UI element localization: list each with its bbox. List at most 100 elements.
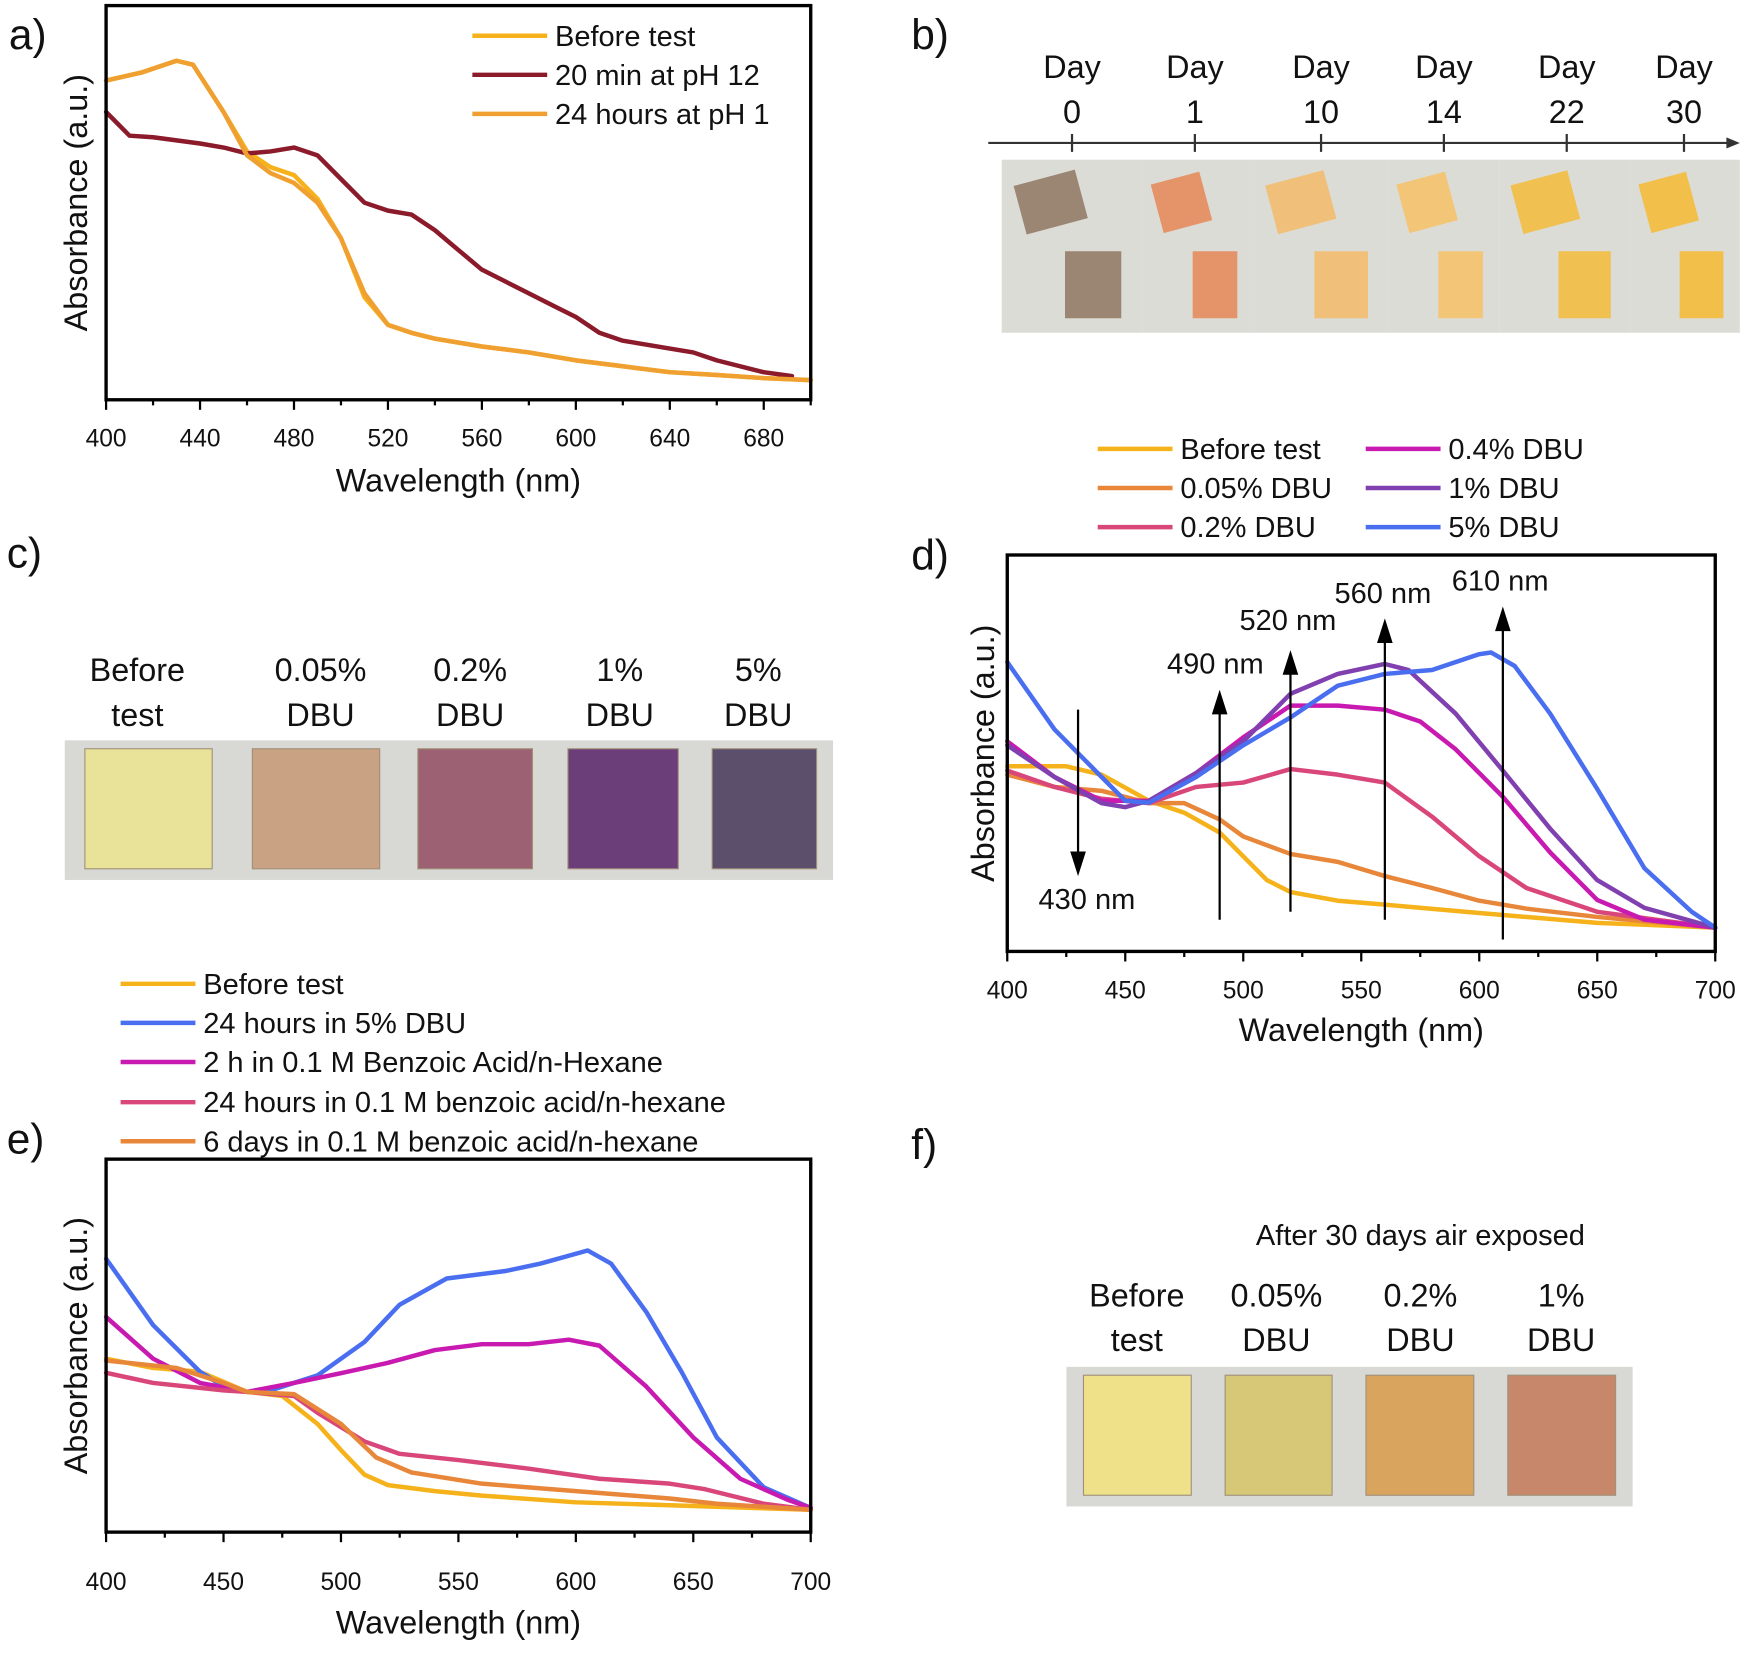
- x-tick-label: 650: [673, 1569, 714, 1596]
- chart-e: 400 450 500 550 600 650 700 Wavelength (nm) Abso…: [58, 969, 831, 1641]
- x-tick-label: 550: [438, 1569, 479, 1596]
- day-label-number: 10: [1303, 94, 1339, 130]
- annotation-label: 560 nm: [1334, 578, 1431, 610]
- film-sample-strip: [1265, 170, 1337, 235]
- annotation-arrowhead: [1211, 689, 1228, 715]
- legend-label: 0.2% DBU: [1180, 512, 1315, 544]
- film-sample: [711, 748, 818, 870]
- x-tick-label: 480: [274, 426, 315, 453]
- annotation-arrowhead: [1377, 618, 1393, 643]
- legend-label: 5% DBU: [1448, 512, 1559, 544]
- series-line-5: [1005, 661, 1718, 930]
- series-line-4: [103, 1370, 813, 1513]
- film-sample-square: [1679, 251, 1724, 319]
- film-sample: [1507, 1374, 1617, 1496]
- panel-f-photos: After 30 days air exposed Before test 0.05…: [1066, 1220, 1633, 1507]
- film-sample: [1082, 1374, 1192, 1496]
- sample-label-line1: 1%: [596, 652, 643, 688]
- x-axis-title: Wavelength (nm): [336, 1605, 581, 1641]
- panel-label-e: e): [7, 1116, 45, 1163]
- annotation-label: 490 nm: [1167, 648, 1264, 680]
- legend-label: 24 hours at pH 1: [555, 99, 770, 131]
- annotation-label: 430 nm: [1039, 884, 1136, 916]
- legend-label: 24 hours in 5% DBU: [203, 1008, 466, 1040]
- x-tick-label: 400: [987, 977, 1028, 1004]
- film-sample: [84, 748, 213, 870]
- y-axis-title: Absorbance (a.u.): [58, 1217, 94, 1474]
- x-axis-title: Wavelength (nm): [336, 462, 581, 498]
- legend-label: 1% DBU: [1448, 473, 1559, 505]
- x-tick-label: 500: [1223, 977, 1264, 1004]
- film-sample: [567, 748, 679, 870]
- series-line-2: [103, 109, 795, 379]
- film-sample-square: [1558, 251, 1611, 319]
- x-tick-label: 450: [1105, 977, 1146, 1004]
- annotation-label: 520 nm: [1240, 605, 1337, 637]
- film-sample: [417, 748, 534, 870]
- legend-label: Before test: [555, 21, 695, 53]
- day-label-word: Day: [1043, 49, 1101, 85]
- x-tick-label: 450: [203, 1569, 244, 1596]
- day-label-word: Day: [1538, 49, 1596, 85]
- x-tick-label: 700: [790, 1569, 831, 1596]
- annotation-arrowhead: [1282, 650, 1299, 675]
- x-tick-label: 520: [367, 426, 408, 453]
- x-axis-title: Wavelength (nm): [1239, 1012, 1484, 1048]
- film-sample-strip: [1396, 171, 1458, 234]
- panel-f-title: After 30 days air exposed: [1256, 1220, 1585, 1252]
- legend-label: 24 hours in 0.1 M benzoic acid/n-hexane: [203, 1087, 726, 1119]
- x-tick-label: 600: [555, 1569, 596, 1596]
- y-axis-title: Absorbance (a.u.): [58, 74, 94, 331]
- x-tick-label: 400: [86, 426, 127, 453]
- day-label-number: 0: [1063, 94, 1081, 130]
- x-tick-label: 500: [320, 1569, 361, 1596]
- film-sample: [251, 748, 381, 870]
- sample-label-line2: test: [111, 697, 163, 733]
- sample-label-line2: DBU: [724, 697, 792, 733]
- legend-label: 2 h in 0.1 M Benzoic Acid/n-Hexane: [203, 1047, 663, 1079]
- x-tick-label: 440: [180, 426, 221, 453]
- legend-label: 0.05% DBU: [1180, 473, 1332, 505]
- annotation-arrowhead: [1070, 851, 1086, 877]
- day-label-number: 1: [1186, 94, 1204, 130]
- sample-label-line2: DBU: [586, 697, 654, 733]
- sample-label-line2: DBU: [1242, 1322, 1310, 1358]
- x-tick-label: 600: [555, 426, 596, 453]
- panel-label-c: c): [7, 529, 42, 576]
- timeline-arrowhead: [1726, 137, 1740, 149]
- sample-label-line2: DBU: [286, 697, 354, 733]
- panel-label-b: b): [911, 11, 949, 58]
- annotation-arrowhead: [1495, 606, 1511, 632]
- sample-label-line1: 5%: [735, 652, 782, 688]
- series-line-1: [1005, 764, 1718, 930]
- day-label-word: Day: [1655, 49, 1713, 85]
- x-tick-label: 650: [1577, 977, 1618, 1004]
- day-label-word: Day: [1166, 49, 1224, 85]
- panel-c-photos: Before test 0.05% DBU 0.2% DBU 1% DBU 5% DBU: [64, 652, 834, 880]
- x-tick-label: 680: [743, 426, 784, 453]
- series-line-5: [103, 1358, 813, 1513]
- sample-label-line2: DBU: [1527, 1322, 1595, 1358]
- sample-label-line2: DBU: [1386, 1322, 1454, 1358]
- film-sample-strip: [1638, 171, 1699, 234]
- film-sample: [1365, 1374, 1475, 1496]
- film-sample-strip: [1150, 171, 1213, 234]
- sample-label-line2: test: [1111, 1322, 1163, 1358]
- sample-label-line1: 0.2%: [433, 652, 507, 688]
- chart-a: 400 440 480 520 560 600 640 680 Wavelength (nm) A…: [58, 3, 813, 498]
- day-label-number: 22: [1549, 94, 1585, 130]
- plot-frame: [104, 1157, 813, 1534]
- film-sample-square: [1314, 251, 1368, 319]
- sample-label-line2: DBU: [436, 697, 504, 733]
- sample-label-line1: 0.2%: [1384, 1278, 1458, 1314]
- film-sample-square: [1064, 251, 1122, 319]
- film-sample: [1224, 1374, 1333, 1496]
- day-label-number: 14: [1426, 94, 1462, 130]
- legend-label: 0.4% DBU: [1448, 434, 1583, 466]
- panel-b-timeline: Day 0 Day 1 Day 10 Day 14 Day 22 Day 30: [988, 49, 1740, 333]
- panel-label-d: d): [911, 532, 949, 579]
- plot-frame: [104, 3, 813, 402]
- x-tick-label: 550: [1341, 977, 1382, 1004]
